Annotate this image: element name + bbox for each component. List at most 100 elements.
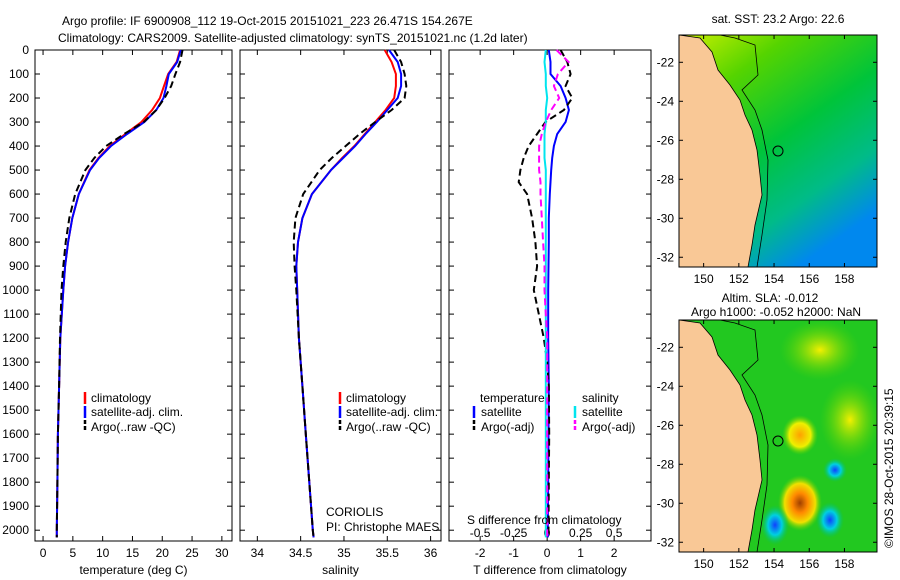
y-tick-label: 2000: [2, 523, 29, 537]
y-tick-label: 1400: [2, 379, 29, 393]
land-mass: [679, 320, 763, 552]
lat-tick-label: -22: [657, 55, 675, 69]
legend-label: climatology: [346, 391, 406, 405]
temperature-legend: climatology satellite-adj. clim. Argo(..…: [83, 391, 183, 434]
lat-tick-label: -28: [657, 172, 675, 186]
title-line-1: Argo profile: IF 6900908_112 19-Oct-2015…: [62, 14, 473, 28]
land-mass: [679, 35, 763, 267]
plot-frame: [448, 49, 652, 542]
series-line-satellite-adj-clim-: [55, 49, 182, 538]
y-tick-label: 200: [9, 91, 29, 105]
series-line-satellite-adj-clim-: [295, 49, 403, 538]
s-axis-label: S difference from climatology: [467, 513, 622, 527]
legend-label: satellite: [582, 405, 623, 419]
y-tick-label: 1700: [2, 451, 29, 465]
sst-map-title: sat. SST: 23.2 Argo: 22.6: [712, 12, 845, 26]
series-line-argo-raw-qc-: [292, 49, 408, 538]
y-tick-label: 400: [9, 139, 29, 153]
x-tick-label: 15: [126, 546, 140, 560]
lon-tick-label: 150: [694, 557, 714, 571]
x-tick-label: 35.5: [376, 546, 400, 560]
x-tick-label: 34.5: [289, 546, 313, 560]
title-line-2: Climatology: CARS2009. Satellite-adjuste…: [58, 31, 528, 45]
legend-label: climatology: [91, 391, 151, 405]
lat-tick-label: -26: [657, 418, 675, 432]
lat-tick-label: -30: [657, 496, 675, 510]
x-tick-label: -1: [508, 546, 519, 560]
lon-tick-label: 156: [799, 557, 819, 571]
lat-tick-label: -30: [657, 211, 675, 225]
s-tick-label: -0.25: [500, 526, 528, 540]
y-tick-label: 1300: [2, 355, 29, 369]
legend-label: Argo(..raw -QC): [346, 420, 431, 434]
lat-tick-label: -24: [657, 94, 675, 108]
lat-tick-label: -32: [657, 250, 675, 264]
y-tick-label: 0: [22, 43, 29, 57]
lon-tick-label: 152: [729, 272, 749, 286]
series-line-argo-raw-qc-: [55, 49, 184, 538]
x-tick-label: 0: [544, 546, 551, 560]
x-axis-label: T difference from climatology: [473, 563, 627, 577]
lon-tick-label: 154: [764, 557, 784, 571]
series-line-temperature-argo-adj-: [517, 49, 574, 538]
sla-map-frame: [678, 319, 878, 553]
sla-map-title-2: Argo h1000: -0.052 h2000: NaN: [691, 305, 861, 319]
y-tick-label: 500: [9, 163, 29, 177]
series-line-climatology: [55, 49, 182, 538]
series-line-climatology: [295, 49, 397, 538]
series-line-salinity-argo-adj-: [538, 49, 570, 538]
x-tick-label: 10: [96, 546, 110, 560]
float-pi-annotation: PI: Christophe MAES: [326, 520, 439, 534]
x-tick-label: 35: [337, 546, 351, 560]
plot-frame: [239, 49, 442, 542]
x-tick-label: 34: [251, 546, 265, 560]
y-tick-label: 1600: [2, 427, 29, 441]
y-tick-label: 700: [9, 211, 29, 225]
x-axis-label: salinity: [322, 563, 359, 577]
copyright-timestamp: ©IMOS 28-Oct-2015 20:39:15: [882, 388, 896, 548]
lon-tick-label: 152: [729, 557, 749, 571]
series-line-temperature-satellite: [546, 49, 570, 538]
legend-title-temperature: temperature: [480, 391, 545, 405]
lat-tick-label: -32: [657, 535, 675, 549]
lon-tick-label: 158: [834, 272, 854, 286]
salinity-panel: 34 34.5 35 35.5 36 salinity: [239, 49, 442, 577]
series-line-salinity-satellite: [543, 49, 549, 538]
lat-tick-label: -26: [657, 133, 675, 147]
y-tick-label: 1000: [2, 283, 29, 297]
difference-legend: temperature satellite Argo(-adj) salinit…: [467, 391, 635, 527]
lat-tick-label: -22: [657, 340, 675, 354]
legend-label: satellite-adj. clim.: [346, 405, 438, 419]
lat-tick-label: -28: [657, 457, 675, 471]
bathymetry-contour: [719, 35, 769, 267]
x-tick-label: 0: [40, 546, 47, 560]
y-tick-label: 1500: [2, 403, 29, 417]
s-tick-label: -0.5: [470, 526, 491, 540]
legend-label: Argo(-adj): [481, 420, 534, 434]
y-tick-label: 900: [9, 259, 29, 273]
lon-tick-label: 158: [834, 557, 854, 571]
s-tick-label: 0.25: [569, 526, 593, 540]
y-tick-label: 1200: [2, 331, 29, 345]
sst-map-axes: 150 152 154 156 158 -22 -24 -26 -28 -30 -32: [657, 35, 877, 286]
legend-label: satellite-adj. clim.: [91, 405, 183, 419]
y-tick-label: 1100: [3, 307, 29, 321]
sla-map-title-1: Altim. SLA: -0.012: [722, 291, 819, 305]
sla-map: [679, 320, 877, 552]
y-tick-label: 600: [9, 187, 29, 201]
sst-map-frame: [678, 34, 878, 268]
temperature-panel: 0100200300400500600700800900100011001200…: [2, 43, 233, 577]
difference-panel: -2 -1 0 1 2-0.5 -0.25 0 0.25 0.5T difference fro…: [448, 49, 652, 577]
y-tick-label: 1800: [2, 475, 29, 489]
legend-label: Argo(-adj): [582, 420, 635, 434]
lon-tick-label: 154: [764, 272, 784, 286]
x-tick-label: 20: [156, 546, 170, 560]
x-tick-label: 1: [577, 546, 584, 560]
sst-map: [679, 35, 877, 267]
lon-tick-label: 156: [799, 272, 819, 286]
x-tick-label: 36: [424, 546, 438, 560]
s-tick-label: 0.5: [606, 526, 623, 540]
sla-map-axes: 150 152 154 156 158 -22 -24 -26 -28 -30 -32: [657, 320, 877, 571]
argo-position-marker: [772, 145, 784, 157]
